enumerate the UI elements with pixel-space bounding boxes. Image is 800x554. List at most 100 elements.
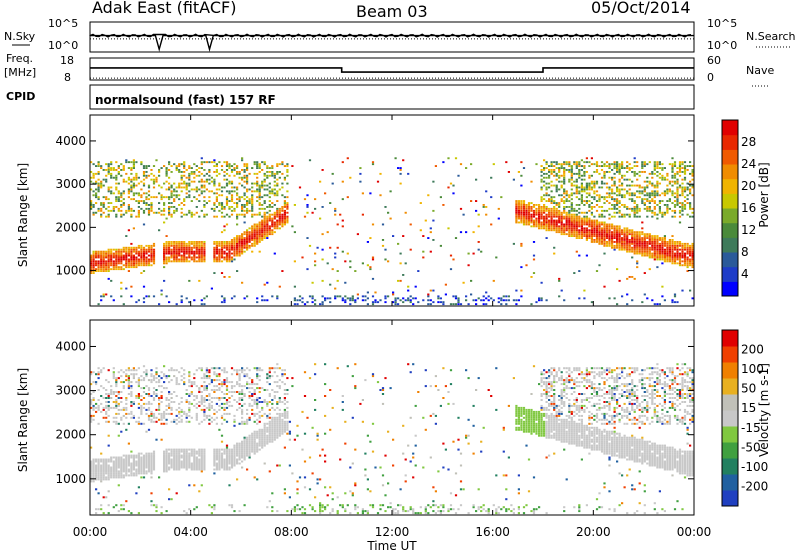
- scatter-cell: [258, 211, 261, 214]
- scatter-cell: [195, 456, 198, 459]
- scatter-cell: [97, 408, 100, 411]
- scatter-cell: [311, 295, 314, 298]
- scatter-cell: [135, 172, 138, 175]
- scatter-cell: [125, 252, 128, 255]
- scatter-cell: [387, 211, 390, 214]
- scatter-cell: [241, 204, 244, 206]
- scatter-cell: [271, 188, 274, 191]
- scatter-cell: [276, 165, 279, 167]
- scatter-cell: [110, 470, 113, 473]
- colorbar-segment: [722, 237, 738, 253]
- scatter-cell: [593, 190, 596, 193]
- scatter-cell: [183, 252, 186, 255]
- scatter-cell: [236, 206, 239, 208]
- scatter-cell: [110, 202, 113, 204]
- scatter-cell: [673, 241, 677, 243]
- scatter-cell: [605, 231, 609, 234]
- scatter-cell: [178, 194, 181, 197]
- scatter-cell: [266, 211, 269, 214]
- scatter-cell: [515, 206, 518, 208]
- scatter-cell: [135, 262, 138, 265]
- scatter-cell: [110, 295, 113, 298]
- scatter-cell: [613, 176, 616, 179]
- scatter-cell: [147, 209, 151, 212]
- scatter-cell: [225, 377, 229, 380]
- scatter-cell: [160, 391, 163, 393]
- scatter-cell: [175, 452, 178, 455]
- y-tick-label: 2000: [55, 220, 86, 234]
- scatter-cell: [183, 258, 186, 261]
- scatter-cell: [543, 204, 546, 206]
- scatter-cell: [525, 223, 528, 226]
- scatter-cell: [598, 231, 601, 234]
- scatter-cell: [681, 182, 684, 185]
- scatter-cell: [223, 301, 226, 304]
- scatter-cell: [137, 258, 140, 261]
- scatter-cell: [543, 206, 546, 208]
- scatter-cell: [573, 207, 576, 210]
- scatter-cell: [142, 270, 146, 272]
- scatter-cell: [213, 260, 216, 263]
- scatter-cell: [165, 180, 168, 183]
- scatter-cell: [102, 178, 105, 181]
- scatter-cell: [142, 422, 146, 425]
- scatter-cell: [203, 404, 206, 407]
- scatter-cell: [137, 381, 140, 384]
- scatter-cell: [641, 227, 644, 230]
- scatter-cell: [183, 256, 186, 259]
- scatter-cell: [122, 381, 125, 384]
- scatter-cell: [130, 260, 133, 263]
- scatter-cell: [122, 406, 125, 409]
- scatter-cell: [147, 379, 151, 382]
- scatter-cell: [585, 215, 588, 218]
- scatter-cell: [195, 458, 198, 461]
- scatter-cell: [165, 250, 168, 253]
- scatter-cell: [190, 385, 193, 388]
- scatter-cell: [168, 252, 171, 255]
- scatter-cell: [125, 462, 128, 465]
- scatter-cell: [90, 401, 93, 403]
- scatter-cell: [475, 209, 478, 212]
- scatter-cell: [553, 225, 556, 228]
- scatter-cell: [130, 456, 133, 459]
- scatter-cell: [105, 420, 108, 423]
- scatter-cell: [90, 406, 93, 409]
- scatter-cell: [203, 462, 206, 465]
- scatter-cell: [656, 194, 659, 197]
- scatter-cell: [515, 200, 518, 202]
- scatter-cell: [540, 165, 543, 167]
- scatter-cell: [666, 172, 669, 175]
- scatter-cell: [180, 246, 183, 249]
- scatter-cell: [243, 174, 246, 177]
- scatter-cell: [178, 258, 181, 261]
- scatter-cell: [173, 369, 176, 372]
- scatter-cell: [286, 163, 289, 166]
- date-label: 05/Oct/2014: [591, 0, 691, 17]
- power-panel-bg: [90, 115, 694, 306]
- scatter-cell: [105, 468, 108, 471]
- scatter-cell: [623, 213, 626, 216]
- scatter-cell: [205, 178, 208, 181]
- scatter-cell: [394, 303, 397, 306]
- scatter-cell: [228, 381, 231, 384]
- scatter-cell: [321, 233, 324, 236]
- scatter-cell: [663, 211, 666, 214]
- scatter-cell: [283, 176, 286, 179]
- scatter-cell: [152, 450, 156, 453]
- scatter-cell: [241, 176, 244, 179]
- scatter-cell: [590, 207, 593, 210]
- scatter-cell: [183, 241, 186, 243]
- nave-tick-bottom: 0: [707, 71, 714, 84]
- freq-tick-bottom: 8: [64, 71, 71, 84]
- scatter-cell: [125, 428, 128, 431]
- scatter-cell: [422, 256, 425, 259]
- scatter-cell: [165, 188, 168, 191]
- scatter-cell: [543, 227, 546, 230]
- scatter-cell: [140, 422, 143, 425]
- scatter-cell: [532, 225, 536, 228]
- scatter-cell: [175, 458, 178, 461]
- scatter-cell: [263, 221, 266, 224]
- scatter-cell: [266, 281, 269, 284]
- scatter-cell: [100, 268, 103, 271]
- scatter-cell: [213, 468, 216, 471]
